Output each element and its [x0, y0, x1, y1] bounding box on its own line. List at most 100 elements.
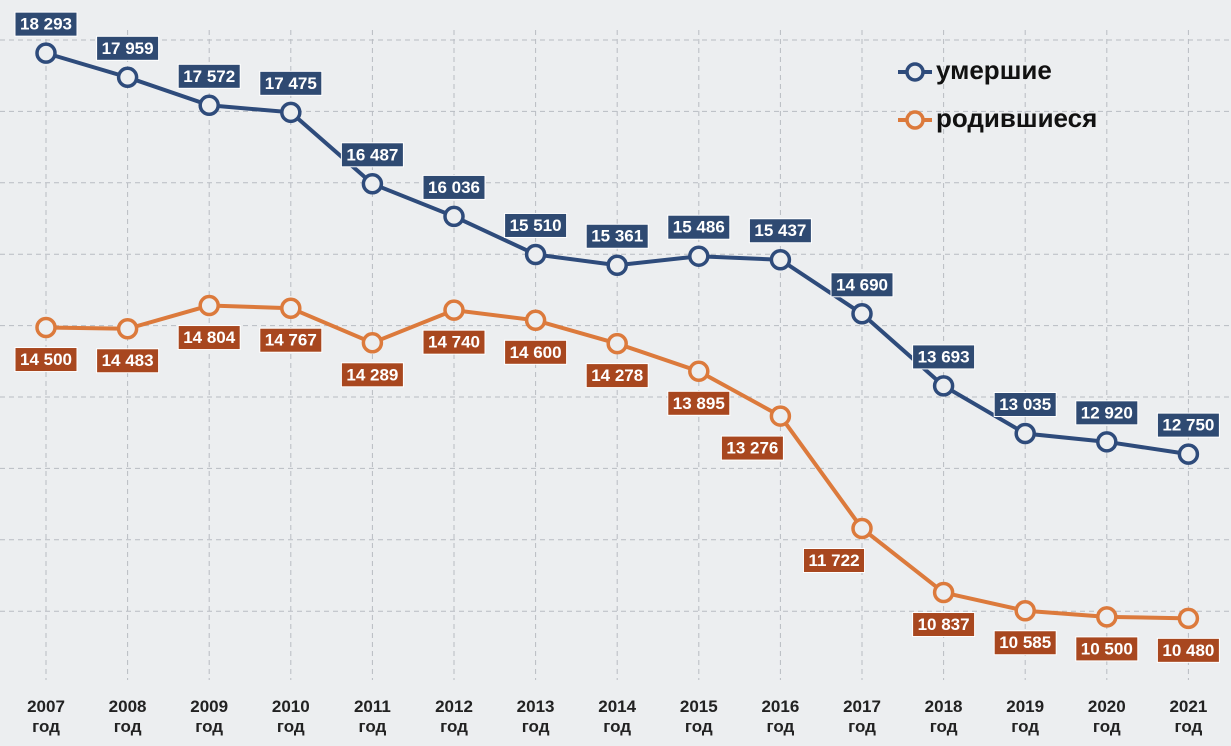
point: [524, 243, 547, 266]
data-label: 13 276: [720, 435, 784, 461]
data-label: 15 361: [585, 223, 649, 249]
data-label-text: 12 750: [1162, 416, 1214, 435]
point: [688, 245, 710, 267]
data-label: 16 036: [422, 174, 486, 200]
point: [769, 405, 792, 427]
data-label: 12 920: [1075, 400, 1139, 426]
data-label: 18 293: [14, 11, 78, 37]
data-label: 14 483: [96, 348, 160, 374]
data-label-box: [667, 214, 731, 240]
data-label-text: 14 690: [836, 275, 888, 294]
point: [198, 94, 220, 117]
data-label-text: 13 276: [726, 439, 778, 458]
data-label-text: 10 585: [999, 633, 1051, 652]
data-label-box: [1156, 412, 1220, 438]
data-label: 13 693: [912, 344, 976, 370]
data-label: 14 600: [504, 339, 568, 365]
data-label-text: 16 487: [346, 145, 398, 164]
data-label-box: [585, 363, 649, 389]
x-tick-label: 2017 год: [843, 697, 881, 736]
data-label-text: 13 895: [673, 394, 725, 413]
data-label-text: 10 500: [1081, 639, 1133, 658]
data-label-box: [422, 174, 486, 200]
x-tick-label: 2016 год: [761, 697, 800, 736]
x-tick-label: 2010 год: [271, 697, 310, 736]
point: [35, 42, 57, 64]
point: [932, 375, 955, 397]
data-label: 13 035: [993, 392, 1057, 418]
data-label-box: [259, 327, 323, 353]
data-label-box: [748, 218, 812, 244]
point: [1096, 606, 1118, 628]
point: [524, 309, 547, 332]
x-tick-label: 2009 год: [190, 697, 229, 736]
data-label-box: [14, 347, 78, 373]
data-label-text: 10 480: [1162, 641, 1214, 660]
point: [769, 248, 792, 271]
data-label-text: 15 486: [673, 218, 725, 237]
data-label: 14 278: [585, 363, 649, 389]
x-tick-label: 2020 год: [1087, 697, 1126, 736]
data-label-text: 14 500: [20, 350, 72, 369]
data-label-box: [585, 223, 649, 249]
data-label-box: [1156, 637, 1220, 663]
data-label: 11 722: [802, 547, 866, 573]
data-label-text: 14 804: [183, 328, 236, 347]
point: [35, 316, 57, 339]
point: [361, 332, 384, 354]
data-label: 10 500: [1075, 636, 1139, 662]
data-label-text: 17 475: [265, 74, 317, 93]
data-label: 14 500: [14, 347, 78, 373]
x-tick-label: 2019 год: [1006, 697, 1045, 736]
data-label-text: 17 572: [183, 67, 235, 86]
data-label-text: 14 278: [591, 366, 643, 385]
x-tick-label: 2007 год: [27, 697, 65, 736]
data-label-box: [504, 212, 568, 238]
data-label-text: 16 036: [428, 178, 480, 197]
data-label-box: [667, 390, 731, 416]
point: [1014, 599, 1036, 622]
data-label-text: 18 293: [20, 15, 72, 34]
data-label: 10 837: [912, 612, 976, 638]
point: [443, 299, 465, 321]
data-label-box: [1075, 636, 1139, 662]
point: [1177, 443, 1200, 465]
data-label-box: [912, 612, 976, 638]
data-label: 15 486: [667, 214, 731, 240]
data-label-box: [340, 362, 404, 388]
legend-marker: [905, 62, 925, 82]
data-label-text: 13 693: [918, 347, 970, 366]
point: [606, 332, 628, 355]
x-tick-label: 2013 год: [516, 697, 555, 736]
data-label-text: 17 959: [102, 39, 154, 58]
data-label-box: [993, 392, 1057, 418]
legend-label: умершие: [936, 55, 1052, 85]
x-tick-label: 2014 год: [598, 697, 637, 736]
data-label-box: [830, 272, 894, 298]
data-label: 13 895: [667, 390, 731, 416]
x-tick-label: 2015 год: [679, 697, 718, 736]
data-label: 14 289: [340, 362, 404, 388]
data-label-box: [96, 35, 160, 61]
data-label-text: 15 437: [754, 221, 806, 240]
data-label-box: [340, 142, 404, 168]
point: [851, 517, 873, 540]
data-label: 10 585: [993, 630, 1057, 656]
data-label-box: [177, 325, 241, 351]
data-label-text: 10 837: [918, 615, 970, 634]
data-label: 14 740: [422, 329, 486, 355]
data-label: 14 767: [259, 327, 323, 353]
data-label-box: [259, 70, 323, 96]
data-label-box: [912, 344, 976, 370]
data-label: 17 959: [96, 35, 160, 61]
data-label-box: [177, 63, 241, 89]
point: [1096, 431, 1118, 453]
legend-label: родившиеся: [936, 103, 1097, 133]
data-label-box: [993, 630, 1057, 656]
x-tick-label: 2011 год: [353, 697, 391, 736]
data-label: 15 437: [748, 218, 812, 244]
point: [1177, 607, 1200, 630]
data-label-text: 14 740: [428, 333, 480, 352]
point: [280, 101, 302, 124]
